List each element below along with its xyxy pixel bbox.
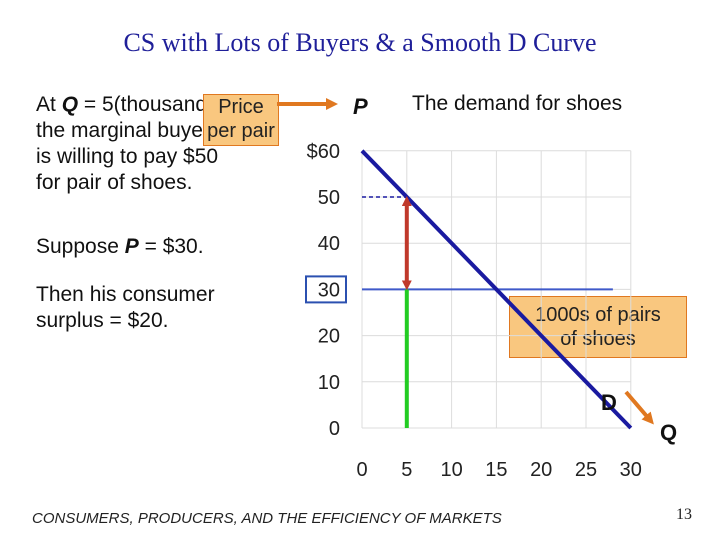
y-tick-label: 20 xyxy=(318,326,340,348)
explanation-paragraph: At Q = 5(thousand), the marginal buyer i… xyxy=(36,92,220,196)
x-tick-label: 5 xyxy=(401,459,412,481)
quantity-axis-callout: 1000s of pairs of shoes xyxy=(509,296,687,358)
explanation-line-3: is willing to pay $50 xyxy=(36,145,219,168)
quantity-axis-label: Q xyxy=(660,420,677,445)
y-tick-label: 40 xyxy=(318,233,340,255)
slide-title: CS with Lots of Buyers & a Smooth D Curv… xyxy=(123,28,597,57)
price-axis-label: P xyxy=(353,94,368,119)
x-tick-label: 25 xyxy=(575,459,597,481)
y-tick-label: $60 xyxy=(307,141,340,163)
x-tick-label: 15 xyxy=(485,459,507,481)
suppose-price-text: Suppose P = $30. xyxy=(36,235,204,258)
consumer-surplus-text: Then his consumer surplus = $20. xyxy=(36,283,215,332)
page-number: 13 xyxy=(676,506,692,523)
x-tick-label: 20 xyxy=(530,459,552,481)
footer-text: CONSUMERS, PRODUCERS, AND THE EFFICIENCY… xyxy=(32,510,502,527)
y-tick-label: 0 xyxy=(329,418,340,440)
quantity-callout-arrow xyxy=(624,390,654,425)
demand-curve-label: D xyxy=(601,390,617,415)
explanation-line-1: At Q = 5(thousand), xyxy=(36,93,220,116)
x-tick-label: 10 xyxy=(440,459,462,481)
x-tick-label: 30 xyxy=(620,459,642,481)
y-tick-label: 50 xyxy=(318,187,340,209)
price-tick-highlight-box xyxy=(305,275,347,304)
x-tick-label: 0 xyxy=(356,459,367,481)
price-axis-callout: Price per pair xyxy=(203,94,279,146)
explanation-line-2: the marginal buyer xyxy=(36,119,210,142)
y-tick-label: 30 xyxy=(318,279,340,301)
explanation-line-4: for pair of shoes. xyxy=(36,171,193,194)
y-tick-label: 10 xyxy=(318,372,340,394)
chart-title: The demand for shoes xyxy=(412,92,622,115)
